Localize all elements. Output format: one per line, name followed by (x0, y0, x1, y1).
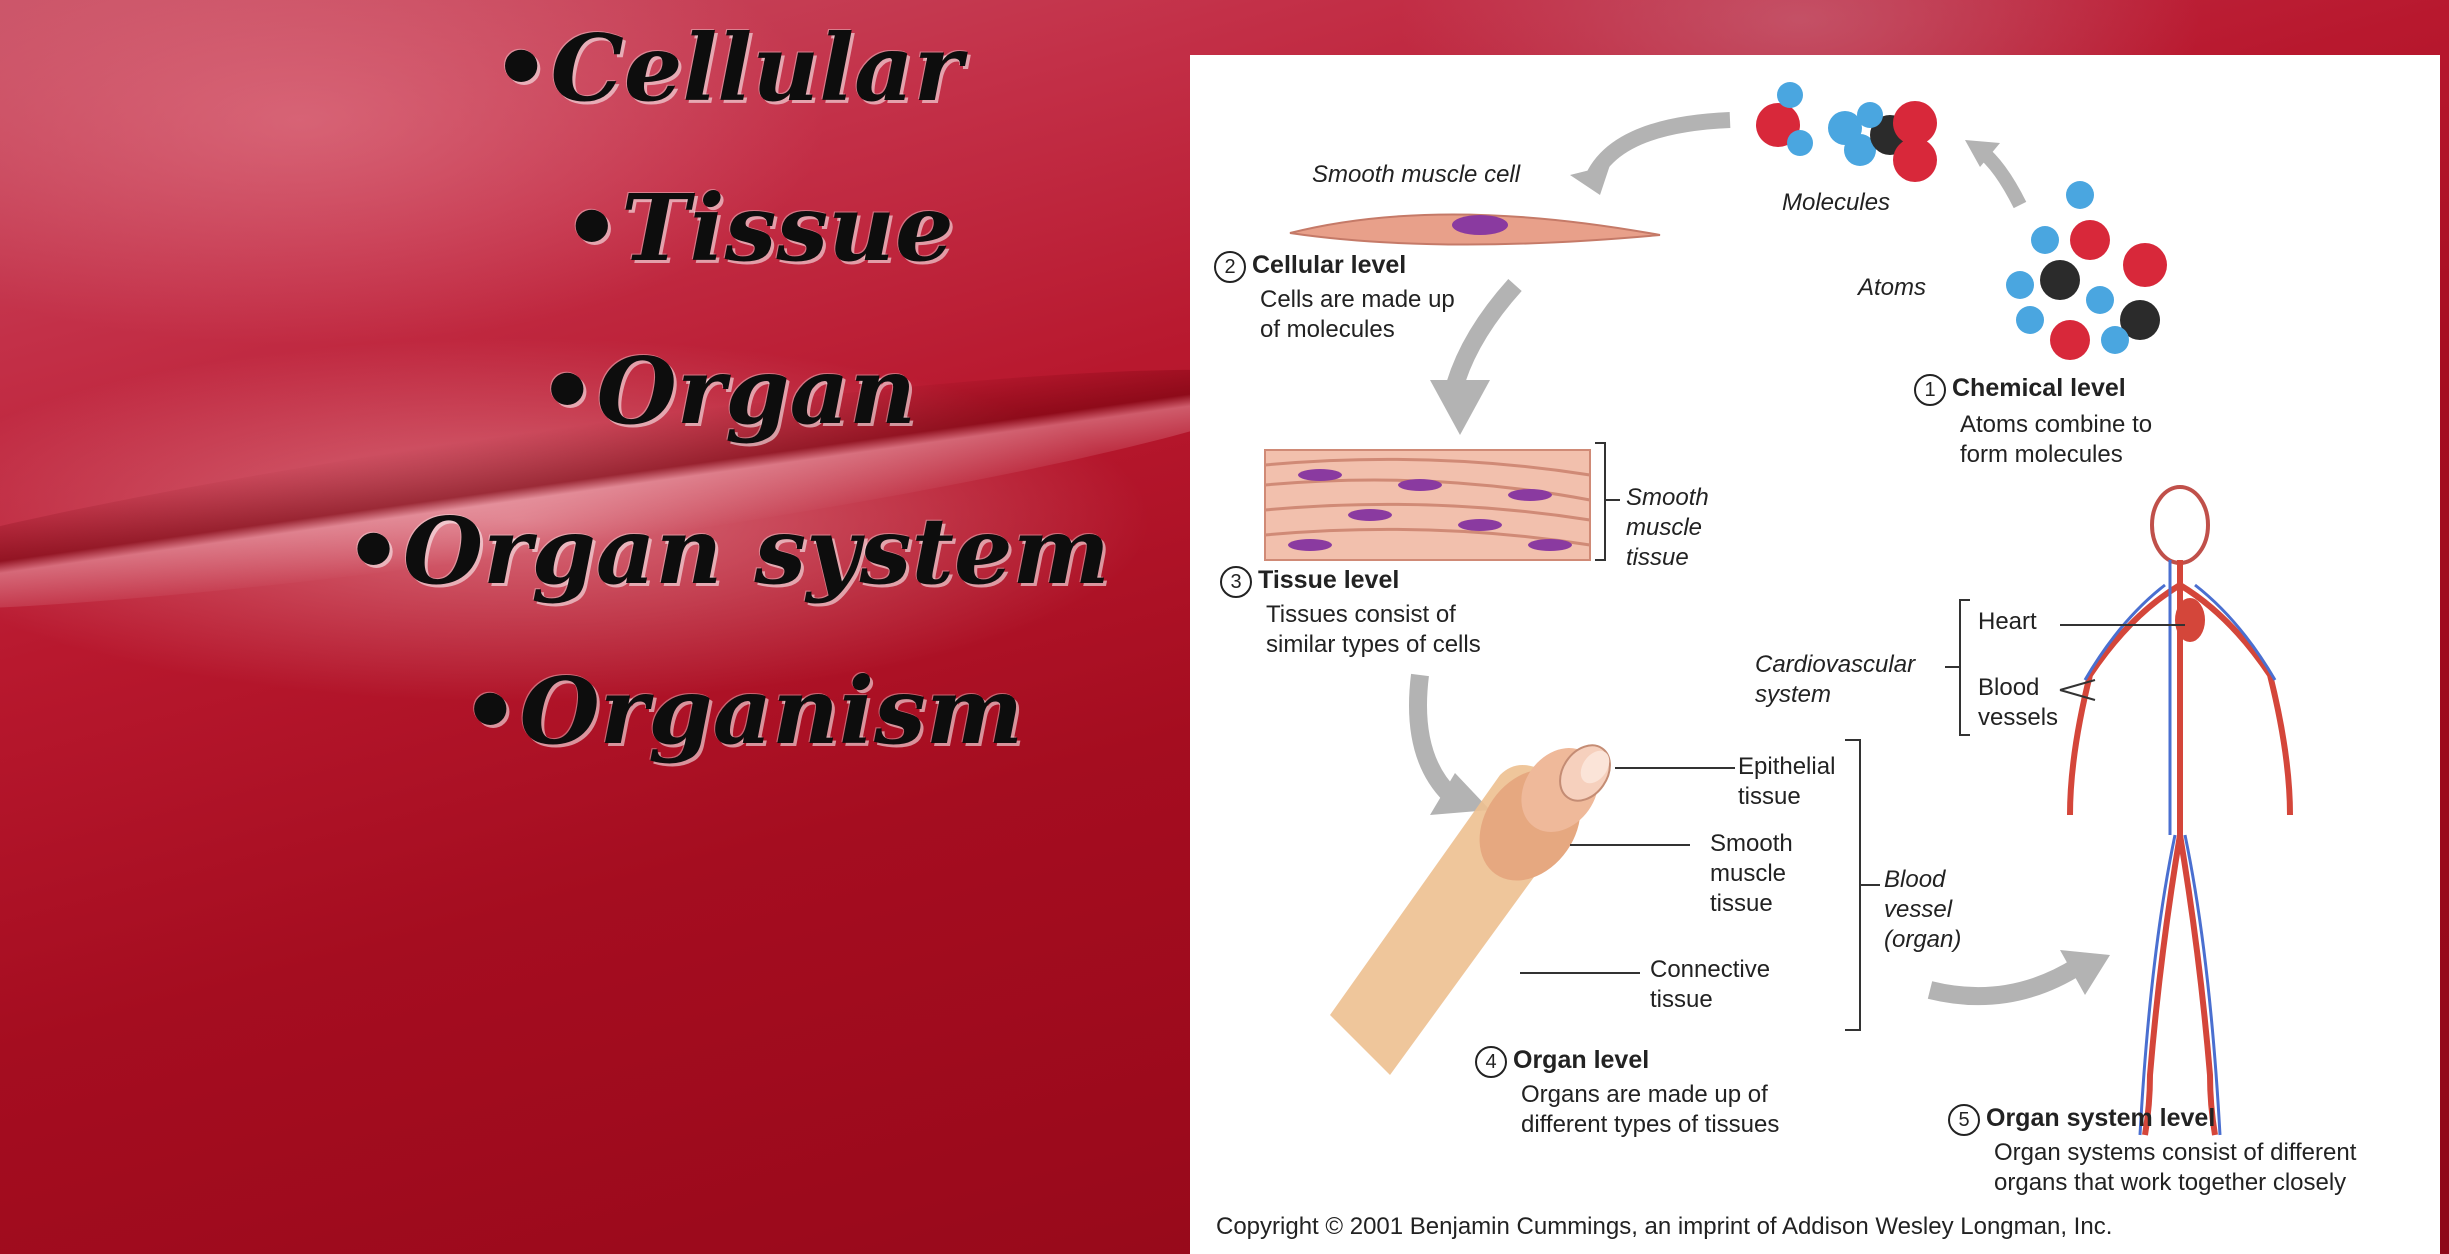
level-1-block: 1 Chemical level (1914, 373, 2126, 406)
human-cardiovascular-figure (2067, 485, 2293, 1136)
smooth-muscle-cell-illustration (1289, 213, 1661, 246)
blood-vessels-label-1: Blood (1978, 674, 2040, 701)
molecules-cluster (1756, 82, 1937, 182)
level-5-desc-1: Organ systems consist of different (1994, 1139, 2357, 1166)
level-1-desc-2: form molecules (1960, 441, 2123, 468)
arrow-cell-to-tissue (1446, 278, 1522, 388)
level-5-title: Organ system level (1986, 1104, 2216, 1132)
vessels-lines (2059, 679, 2096, 701)
arrow-head-5 (2060, 950, 2110, 995)
tissue-bracket (1595, 442, 1620, 561)
arrow-head-1 (1570, 165, 1610, 195)
heart-label: Heart (1978, 608, 2037, 635)
smooth-muscle-tissue-label-2: muscle (1626, 514, 1703, 541)
level-3-title: Tissue level (1258, 566, 1400, 594)
level-5-block: 5 Organ system level (1948, 1103, 2215, 1136)
smooth-muscle-tissue-label-1: Smooth (1626, 484, 1709, 511)
level-4-desc-1: Organs are made up of (1521, 1081, 1768, 1108)
organ-label-lines (1520, 767, 1735, 974)
organ-bracket (1845, 739, 1880, 1031)
arrow-organ-to-system (1927, 957, 2085, 1006)
level-2-block: 2 Cellular level (1214, 250, 1406, 283)
blood-vessel-label-1: Blood (1884, 866, 1946, 893)
smooth-muscle-tissue-label-3: tissue (1626, 544, 1689, 571)
level-5-desc-2: organs that work together closely (1994, 1169, 2347, 1196)
epithelial-label-2: tissue (1738, 783, 1801, 810)
level-3-number: 3 (1220, 565, 1252, 598)
arrow-tissue-to-organ (1409, 673, 1457, 802)
bullet-organ-system: •Organ system (344, 497, 1110, 605)
figure-illustrations (1264, 82, 2293, 1136)
cardio-label-1: Cardiovascular (1755, 651, 1916, 678)
bullet-cellular: •Cellular (491, 14, 963, 122)
arrow-head-4 (1430, 773, 1490, 815)
level-1-title: Chemical level (1952, 374, 2126, 402)
copyright-text: Copyright © 2001 Benjamin Cummings, an i… (1216, 1213, 2113, 1240)
cardio-label-2: system (1755, 681, 1832, 708)
connective-label-2: tissue (1650, 986, 1713, 1013)
atoms-label: Atoms (1858, 274, 1927, 301)
blood-vessel-label-2: vessel (1884, 896, 1953, 923)
level-1-desc-1: Atoms combine to (1960, 411, 2153, 438)
levels-of-organization-figure: Smooth muscle cell Molecules Atoms 1 Chem… (1190, 55, 2440, 1254)
smooth-muscle-cell-label: Smooth muscle cell (1312, 161, 1521, 188)
level-2-desc-2: of molecules (1260, 316, 1395, 343)
level-4-block: 4 Organ level (1475, 1045, 1649, 1078)
level-4-desc-2: different types of tissues (1521, 1111, 1780, 1138)
organ-smooth-muscle-label-1: Smooth (1710, 830, 1793, 857)
arrow-head-2 (1965, 140, 2000, 167)
level-5-number: 5 (1948, 1103, 1980, 1136)
arrow-head-3 (1430, 380, 1490, 435)
atoms-cluster (2006, 181, 2167, 360)
level-2-title: Cellular level (1252, 251, 1407, 279)
level-3-desc-1: Tissues consist of (1266, 601, 1456, 628)
level-1-number: 1 (1914, 373, 1946, 406)
blood-vessel-illustration (1330, 744, 1611, 1075)
organ-smooth-muscle-label-2: muscle (1710, 860, 1787, 887)
level-3-block: 3 Tissue level (1220, 565, 1399, 598)
level-4-title: Organ level (1513, 1046, 1650, 1074)
organ-smooth-muscle-label-3: tissue (1710, 890, 1773, 917)
level-2-number: 2 (1214, 250, 1246, 283)
bullet-tissue: •Tissue (562, 174, 954, 282)
level-3-desc-2: similar types of cells (1266, 631, 1481, 658)
bullet-organism: •Organism (460, 657, 1024, 765)
cardio-bracket (1945, 599, 1970, 736)
bullet-organ: •Organ (537, 337, 917, 445)
arrow-molecules-to-cell (1582, 112, 1731, 188)
smooth-muscle-tissue-illustration (1264, 449, 1591, 561)
connective-label-1: Connective (1650, 956, 1771, 983)
level-2-desc-1: Cells are made up (1260, 286, 1455, 313)
blood-vessel-label-3: (organ) (1884, 926, 1962, 953)
molecules-label: Molecules (1782, 189, 1891, 216)
blood-vessels-label-2: vessels (1978, 704, 2059, 731)
level-4-number: 4 (1475, 1045, 1507, 1078)
epithelial-label-1: Epithelial (1738, 753, 1836, 780)
